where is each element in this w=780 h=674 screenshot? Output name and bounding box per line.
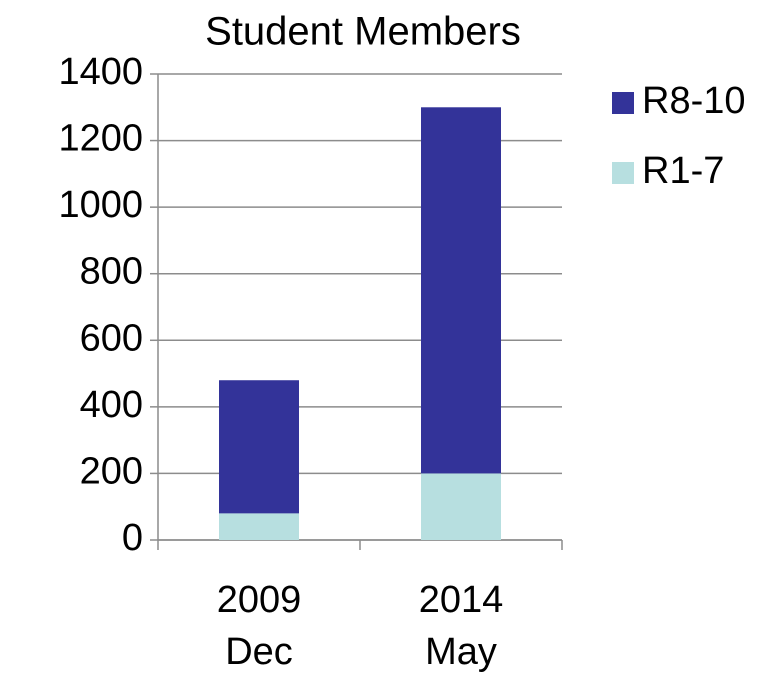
legend-swatch bbox=[612, 92, 634, 114]
y-tick-label: 1000 bbox=[58, 184, 143, 226]
legend-swatch bbox=[612, 162, 634, 184]
y-tick-label: 200 bbox=[80, 450, 143, 492]
y-tick-label: 1200 bbox=[58, 118, 143, 160]
x-tick-label: 2014 May bbox=[418, 579, 504, 673]
chart-title: Student Members bbox=[205, 10, 521, 54]
y-tick-label: 1400 bbox=[58, 51, 143, 93]
bar-segment bbox=[219, 380, 299, 514]
bar-segment bbox=[219, 513, 299, 540]
x-tick-label: 2009 Dec bbox=[216, 579, 302, 673]
legend-label: R8-10 bbox=[642, 80, 746, 122]
legend-label: R1-7 bbox=[642, 150, 724, 192]
y-tick-label: 600 bbox=[80, 317, 143, 359]
y-tick-label: 400 bbox=[80, 384, 143, 426]
bar-segment bbox=[421, 473, 501, 540]
bar-segment bbox=[421, 107, 501, 474]
y-tick-label: 800 bbox=[80, 251, 143, 293]
y-tick-label: 0 bbox=[122, 517, 143, 559]
